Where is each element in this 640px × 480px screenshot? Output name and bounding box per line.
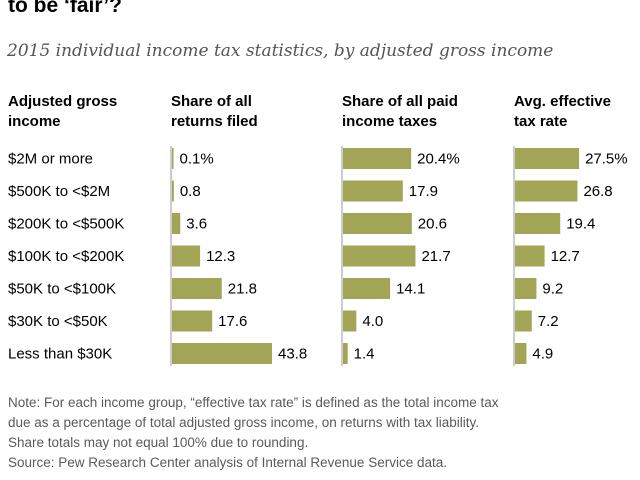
value-label: 12.7 xyxy=(551,248,580,265)
category-label: $500K to <$2M xyxy=(8,183,110,200)
note-line-4: Source: Pew Research Center analysis of … xyxy=(8,455,447,470)
value-label: 9.2 xyxy=(542,281,563,298)
value-label: 17.6 xyxy=(218,313,247,330)
value-label: 1.4 xyxy=(354,346,375,363)
bar xyxy=(172,213,181,234)
bar xyxy=(343,148,412,169)
header-taxes-line-1: Share of all paid xyxy=(342,93,458,110)
header-rate-line-2: tax rate xyxy=(514,113,568,130)
header-returns-line-1: Share of all xyxy=(171,93,252,110)
header-rate: Avg. effective tax rate xyxy=(514,92,611,132)
header-rate-line-1: Avg. effective xyxy=(514,93,611,110)
note-line-1: Note: For each income group, “effective … xyxy=(8,395,499,410)
value-label: 4.0 xyxy=(362,313,383,330)
bar xyxy=(172,245,201,267)
value-label: 21.7 xyxy=(421,248,450,265)
chart-title: to be ‘fair’? xyxy=(8,0,122,17)
category-label: Less than $30K xyxy=(8,346,112,363)
value-label: 26.8 xyxy=(583,183,612,200)
note-line-2: due as a percentage of total adjusted gr… xyxy=(8,415,480,430)
value-label: 0.8 xyxy=(180,183,201,200)
value-label: 4.9 xyxy=(532,346,553,363)
value-label: 20.4% xyxy=(417,151,460,168)
header-income-line-2: income xyxy=(8,113,61,130)
bar xyxy=(515,310,532,332)
category-label: $50K to <$100K xyxy=(8,281,116,298)
header-taxes: Share of all paid income taxes xyxy=(342,92,458,132)
value-label: 12.3 xyxy=(206,248,235,265)
header-returns-line-2: returns filed xyxy=(171,113,258,130)
value-label: 3.6 xyxy=(186,216,207,233)
header-income-line-1: Adjusted gross xyxy=(8,93,118,110)
value-label: 0.1% xyxy=(180,151,214,168)
bar xyxy=(515,213,561,234)
bar xyxy=(172,148,174,169)
category-label: $100K to <$200K xyxy=(8,248,124,265)
bar xyxy=(515,343,527,364)
bar xyxy=(343,310,357,332)
bar xyxy=(515,180,578,202)
bar xyxy=(172,278,222,299)
bar-chart: $2M or more $500K to <$2M $200K to <$500K $… xyxy=(8,146,628,366)
value-label: 14.1 xyxy=(396,281,425,298)
bar xyxy=(172,310,213,332)
value-label: 43.8 xyxy=(278,346,307,363)
category-label: $30K to <$50K xyxy=(8,313,108,330)
header-returns: Share of all returns filed xyxy=(171,92,258,132)
bar xyxy=(343,278,391,299)
value-label: 17.9 xyxy=(409,183,438,200)
value-label: 20.6 xyxy=(418,216,447,233)
value-label: 21.8 xyxy=(228,281,257,298)
note-line-3: Share totals may not equal 100% due to r… xyxy=(8,435,309,450)
bar xyxy=(343,245,416,267)
bar xyxy=(515,278,537,299)
chart-subtitle: 2015 individual income tax statistics, b… xyxy=(7,41,554,61)
bar xyxy=(343,213,412,234)
bar xyxy=(343,180,403,202)
bar xyxy=(172,180,174,202)
header-taxes-line-2: income taxes xyxy=(342,113,438,130)
bar xyxy=(515,245,545,267)
header-income: Adjusted gross income xyxy=(8,92,117,132)
value-label: 7.2 xyxy=(538,313,559,330)
bar xyxy=(515,148,580,169)
bar xyxy=(343,343,348,364)
value-label: 19.4 xyxy=(566,216,595,233)
bar xyxy=(172,343,272,364)
category-label: $200K to <$500K xyxy=(8,216,124,233)
value-label: 27.5% xyxy=(585,151,628,168)
category-label: $2M or more xyxy=(8,151,93,168)
chart-note: Note: For each income group, “effective … xyxy=(8,393,636,473)
